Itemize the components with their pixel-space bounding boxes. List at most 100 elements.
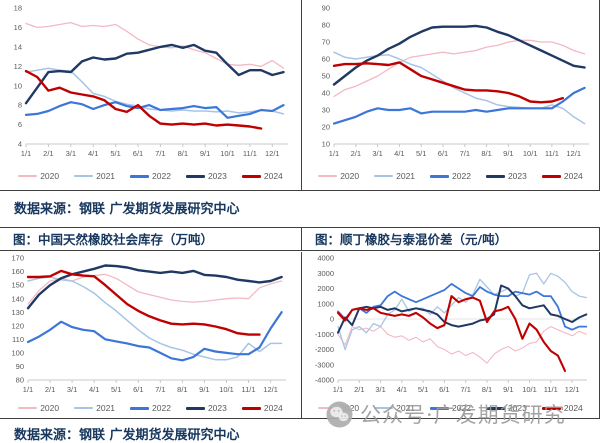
legend-label: 2022 <box>452 403 471 414</box>
chart-cell-inventory: 80 90 100 110 120 130 140 150 160 170 1/1 2/1 3/1 4/1… <box>0 252 302 418</box>
figure-title-cell-right: 图：顺丁橡胶与泰混价差（元/吨） <box>302 228 600 250</box>
svg-text:20: 20 <box>322 123 330 132</box>
svg-text:3/1: 3/1 <box>375 385 385 394</box>
svg-text:7/1: 7/1 <box>155 149 165 158</box>
svg-text:7/1: 7/1 <box>460 149 470 158</box>
legend-item-2024: 2024 <box>241 171 283 181</box>
svg-text:10/1: 10/1 <box>220 149 235 158</box>
legend-item-2021: 2021 <box>374 403 415 413</box>
svg-text:10/1: 10/1 <box>523 149 538 158</box>
svg-text:-1000: -1000 <box>315 330 334 339</box>
svg-text:160: 160 <box>11 267 24 276</box>
legend-label: 2023 <box>207 403 227 414</box>
svg-text:70: 70 <box>322 38 330 47</box>
svg-text:140: 140 <box>11 294 24 303</box>
svg-text:6/1: 6/1 <box>133 385 143 394</box>
chart-title-br-thai-spread: 图：顺丁橡胶与泰混价差（元/吨） <box>315 231 508 247</box>
svg-text:11/1: 11/1 <box>241 385 255 394</box>
legend-item-2021: 2021 <box>74 171 115 181</box>
legend-swatch <box>430 174 450 178</box>
svg-text:1/1: 1/1 <box>329 149 339 158</box>
svg-text:8/1: 8/1 <box>178 149 188 158</box>
svg-text:7/1: 7/1 <box>155 385 165 394</box>
svg-text:5/1: 5/1 <box>111 385 121 394</box>
legend-swatch <box>241 406 261 410</box>
legend-swatch <box>485 174 505 178</box>
svg-text:1/1: 1/1 <box>333 385 343 394</box>
legend-label: 2023 <box>507 171 527 181</box>
figure-title-cell-left: 图：中国天然橡胶社会库存（万吨） <box>0 228 302 250</box>
svg-text:8/1: 8/1 <box>482 385 492 394</box>
svg-text:5/1: 5/1 <box>418 385 428 394</box>
svg-text:120: 120 <box>11 321 24 330</box>
legend-item-2022: 2022 <box>130 171 171 181</box>
svg-text:130: 130 <box>11 308 24 317</box>
svg-text:4/1: 4/1 <box>89 385 99 394</box>
figure-title-row: 图：中国天然橡胶社会库存（万吨） 图：顺丁橡胶与泰混价差（元/吨） <box>0 227 600 251</box>
legend-item-2024: 2024 <box>541 171 583 181</box>
legend-swatch <box>485 406 505 410</box>
chart-top-right-legend: 2020 2021 2022 2023 2024 <box>302 166 599 186</box>
legend-item-2022: 2022 <box>430 403 471 413</box>
source-note-row-bottom: 数据来源：钢联 广发期货发展研究中心 <box>0 420 600 443</box>
svg-text:12/1: 12/1 <box>566 149 581 158</box>
legend-item-2024: 2024 <box>241 403 283 413</box>
top-chart-row: 4 6 8 10 12 14 16 18 1/1 2/1 3/1 4/1 5/1 6/1 7/1 8/1 9/1… <box>0 0 600 191</box>
svg-text:8: 8 <box>18 101 22 110</box>
bottom-chart-row: 80 90 100 110 120 130 140 150 160 170 1/1 2/1 3/1 4/1… <box>0 252 600 419</box>
chart-bottom-left-legend: 2020 2021 2022 2023 2024 <box>0 398 301 418</box>
svg-text:40: 40 <box>322 89 330 98</box>
svg-text:3/1: 3/1 <box>66 149 76 158</box>
svg-text:6: 6 <box>18 120 22 129</box>
legend-label: 2020 <box>340 171 360 181</box>
legend-label: 2022 <box>152 171 171 181</box>
svg-text:80: 80 <box>16 376 24 385</box>
legend-swatch <box>18 407 38 409</box>
watermark: 公众号·广发期货研究 <box>326 399 566 429</box>
svg-text:4: 4 <box>18 140 22 149</box>
legend-label: 2023 <box>507 403 527 414</box>
chart-title-natural-rubber-inventory: 图：中国天然橡胶社会库存（万吨） <box>13 231 214 247</box>
legend-swatch <box>318 407 338 409</box>
legend-label: 2023 <box>207 171 227 181</box>
svg-text:16: 16 <box>14 23 22 32</box>
svg-text:12: 12 <box>14 62 22 71</box>
legend-label: 2024 <box>263 171 283 181</box>
legend-swatch <box>318 175 338 177</box>
data-source-note-bottom: 数据来源：钢联 广发期货发展研究中心 <box>14 428 240 443</box>
legend-item-2024: 2024 <box>541 403 583 413</box>
svg-text:2/1: 2/1 <box>351 149 361 158</box>
svg-text:1/1: 1/1 <box>21 149 31 158</box>
legend-item-2021: 2021 <box>74 403 115 413</box>
svg-text:11/1: 11/1 <box>545 149 559 158</box>
svg-text:2/1: 2/1 <box>45 385 55 394</box>
legend-item-2023: 2023 <box>185 403 227 414</box>
legend-swatch <box>430 406 450 410</box>
svg-text:10: 10 <box>322 140 330 149</box>
svg-text:14: 14 <box>14 43 22 52</box>
chart-top-right-canvas: 10 20 30 40 50 60 70 80 90 1/1 2/1 3/1 4/1 5/1 6/1 7/1 8… <box>322 4 589 158</box>
legend-item-2023: 2023 <box>485 171 527 181</box>
svg-text:10/1: 10/1 <box>522 385 537 394</box>
legend-label: 2020 <box>40 171 60 181</box>
svg-text:-2000: -2000 <box>315 345 334 354</box>
svg-text:4/1: 4/1 <box>397 385 407 394</box>
legend-swatch <box>374 407 394 409</box>
legend-swatch <box>74 407 94 409</box>
legend-swatch <box>541 406 561 410</box>
svg-text:10: 10 <box>14 81 22 90</box>
svg-text:80: 80 <box>322 21 330 30</box>
legend-label: 2021 <box>396 403 416 414</box>
svg-text:12/1: 12/1 <box>263 385 278 394</box>
source-note-row-top: 数据来源：钢联 广发期货发展研究中心 <box>0 191 600 227</box>
legend-label: 2024 <box>563 171 583 181</box>
legend-item-2023: 2023 <box>185 171 227 181</box>
legend-item-2020: 2020 <box>318 171 359 181</box>
svg-text:90: 90 <box>322 4 330 13</box>
legend-label: 2022 <box>452 171 471 181</box>
svg-text:9/1: 9/1 <box>503 149 513 158</box>
svg-text:8/1: 8/1 <box>177 385 187 394</box>
svg-text:6/1: 6/1 <box>438 149 448 158</box>
svg-text:9/1: 9/1 <box>200 149 210 158</box>
legend-label: 2022 <box>152 403 171 414</box>
